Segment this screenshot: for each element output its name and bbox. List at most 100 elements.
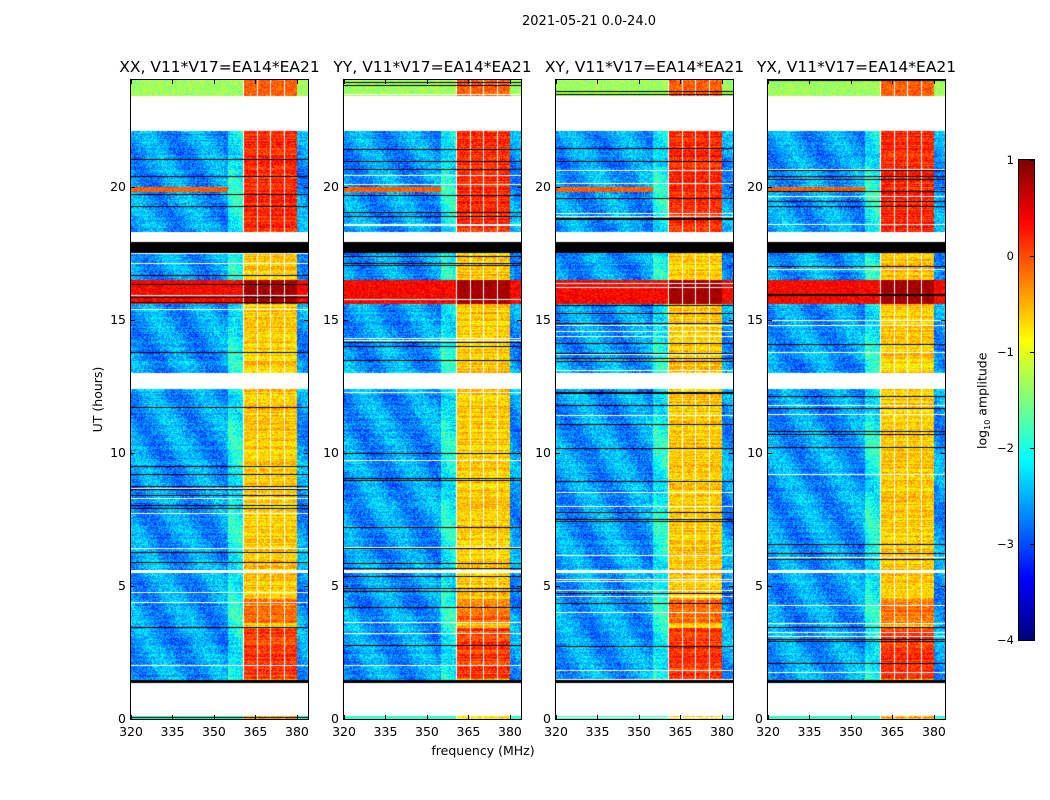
x-tick-mark bbox=[892, 715, 894, 719]
x-tick-label: 365 bbox=[456, 724, 481, 739]
y-tick-mark bbox=[344, 186, 348, 188]
x-axis-label: frequency (MHz) bbox=[431, 743, 535, 758]
y-tick-mark bbox=[729, 186, 733, 188]
x-tick-mark bbox=[597, 80, 599, 84]
y-tick-mark bbox=[344, 452, 348, 454]
colorbar-tick-mark bbox=[1030, 640, 1034, 641]
colorbar-gradient bbox=[1019, 160, 1034, 640]
x-tick-label: 365 bbox=[243, 724, 268, 739]
x-tick-mark bbox=[768, 80, 769, 84]
colorbar-tick-mark bbox=[1030, 256, 1034, 257]
y-tick-mark bbox=[556, 585, 560, 587]
x-tick-mark bbox=[131, 80, 132, 84]
y-tick-mark bbox=[517, 585, 521, 587]
colorbar-tick-label: 0 bbox=[1006, 249, 1014, 263]
colorbar-tick-label: −4 bbox=[997, 633, 1014, 647]
x-tick-mark bbox=[509, 715, 511, 719]
y-tick-mark bbox=[304, 452, 308, 454]
y-tick-mark bbox=[517, 186, 521, 188]
colorbar bbox=[1018, 159, 1035, 641]
y-tick-mark bbox=[729, 452, 733, 454]
x-tick-mark bbox=[850, 715, 852, 719]
x-tick-mark bbox=[933, 80, 935, 84]
x-tick-label: 320 bbox=[544, 724, 568, 739]
y-tick-mark bbox=[768, 585, 772, 587]
x-tick-mark bbox=[344, 80, 345, 84]
heatmap-image bbox=[131, 80, 308, 719]
waterfall-panel bbox=[555, 79, 734, 720]
x-tick-mark bbox=[213, 80, 215, 84]
y-tick-mark bbox=[131, 585, 135, 587]
y-tick-mark bbox=[768, 452, 772, 454]
panel-title: XX, V11*V17=EA14*EA21 bbox=[119, 58, 320, 76]
waterfall-panel bbox=[130, 79, 309, 720]
y-tick-mark bbox=[768, 319, 772, 321]
x-tick-label: 350 bbox=[627, 724, 651, 739]
y-tick-mark bbox=[131, 452, 135, 454]
panel-title: YX, V11*V17=EA14*EA21 bbox=[756, 58, 957, 76]
y-tick-label: 20 bbox=[747, 178, 763, 194]
y-tick-label: 0 bbox=[543, 711, 551, 726]
x-tick-mark bbox=[809, 715, 811, 719]
y-tick-label: 15 bbox=[323, 311, 339, 327]
y-tick-label: 15 bbox=[535, 311, 551, 327]
y-tick-mark bbox=[556, 452, 560, 454]
y-tick-label: 20 bbox=[323, 178, 339, 194]
y-tick-label: 5 bbox=[755, 577, 763, 593]
x-tick-label: 335 bbox=[160, 724, 185, 739]
y-tick-mark bbox=[517, 719, 521, 720]
x-tick-mark bbox=[721, 715, 723, 719]
x-tick-mark bbox=[172, 80, 174, 84]
x-tick-mark bbox=[680, 715, 682, 719]
y-tick-label: 20 bbox=[535, 178, 551, 194]
x-tick-mark bbox=[556, 80, 557, 84]
x-tick-label: 365 bbox=[880, 724, 905, 739]
x-tick-mark bbox=[468, 715, 470, 719]
y-tick-mark bbox=[729, 319, 733, 321]
x-tick-mark bbox=[768, 715, 769, 719]
x-tick-label: 380 bbox=[710, 724, 734, 739]
y-tick-label: 0 bbox=[331, 711, 339, 726]
x-tick-mark bbox=[172, 715, 174, 719]
figure-title: 2021-05-21 0.0-24.0 bbox=[522, 14, 656, 29]
colorbar-tick-mark bbox=[1030, 352, 1034, 353]
x-tick-mark bbox=[638, 715, 640, 719]
panel-title: YY, V11*V17=EA14*EA21 bbox=[333, 58, 532, 76]
y-tick-mark bbox=[768, 719, 772, 720]
x-tick-label: 380 bbox=[285, 724, 309, 739]
x-tick-label: 335 bbox=[585, 724, 610, 739]
x-tick-mark bbox=[892, 80, 894, 84]
y-tick-label: 5 bbox=[118, 577, 126, 593]
y-tick-mark bbox=[941, 719, 945, 720]
y-tick-mark bbox=[517, 452, 521, 454]
x-tick-label: 350 bbox=[415, 724, 439, 739]
x-tick-mark bbox=[255, 715, 257, 719]
x-tick-mark bbox=[809, 80, 811, 84]
y-tick-mark bbox=[344, 585, 348, 587]
y-tick-mark bbox=[941, 319, 945, 321]
panel-title: XY, V11*V17=EA14*EA21 bbox=[544, 58, 745, 76]
y-tick-mark bbox=[556, 719, 560, 720]
y-tick-label: 10 bbox=[323, 444, 339, 460]
y-tick-mark bbox=[941, 585, 945, 587]
x-tick-label: 335 bbox=[797, 724, 822, 739]
colorbar-tick-mark bbox=[1030, 160, 1034, 161]
y-tick-mark bbox=[556, 319, 560, 321]
x-tick-label: 335 bbox=[373, 724, 398, 739]
x-tick-mark bbox=[344, 715, 345, 719]
x-tick-label: 320 bbox=[756, 724, 780, 739]
x-tick-mark bbox=[213, 715, 215, 719]
y-tick-label: 10 bbox=[747, 444, 763, 460]
x-tick-label: 320 bbox=[119, 724, 143, 739]
y-tick-mark bbox=[344, 719, 348, 720]
x-tick-mark bbox=[296, 80, 298, 84]
y-tick-mark bbox=[131, 186, 135, 188]
y-tick-mark bbox=[304, 186, 308, 188]
x-tick-mark bbox=[131, 715, 132, 719]
colorbar-tick-label: −1 bbox=[997, 345, 1014, 359]
x-tick-mark bbox=[255, 80, 257, 84]
x-tick-mark bbox=[426, 80, 428, 84]
x-tick-label: 350 bbox=[839, 724, 863, 739]
y-tick-label: 10 bbox=[535, 444, 551, 460]
y-tick-mark bbox=[729, 585, 733, 587]
